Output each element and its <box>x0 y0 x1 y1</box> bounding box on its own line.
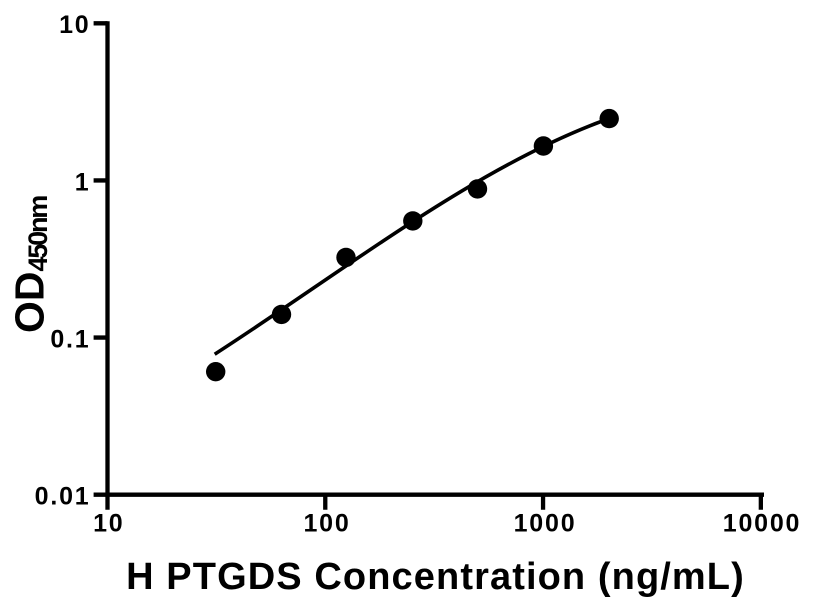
svg-text:1: 1 <box>75 168 91 196</box>
svg-text:1000: 1000 <box>514 510 577 538</box>
svg-text:10000: 10000 <box>723 510 802 538</box>
svg-text:100: 100 <box>303 510 350 538</box>
svg-text:10: 10 <box>93 510 124 538</box>
svg-text:0.1: 0.1 <box>50 326 90 354</box>
svg-text:0.01: 0.01 <box>35 483 91 511</box>
svg-text:10: 10 <box>59 11 90 39</box>
svg-text:H PTGDS Concentration (ng/mL): H PTGDS Concentration (ng/mL) <box>126 556 745 598</box>
